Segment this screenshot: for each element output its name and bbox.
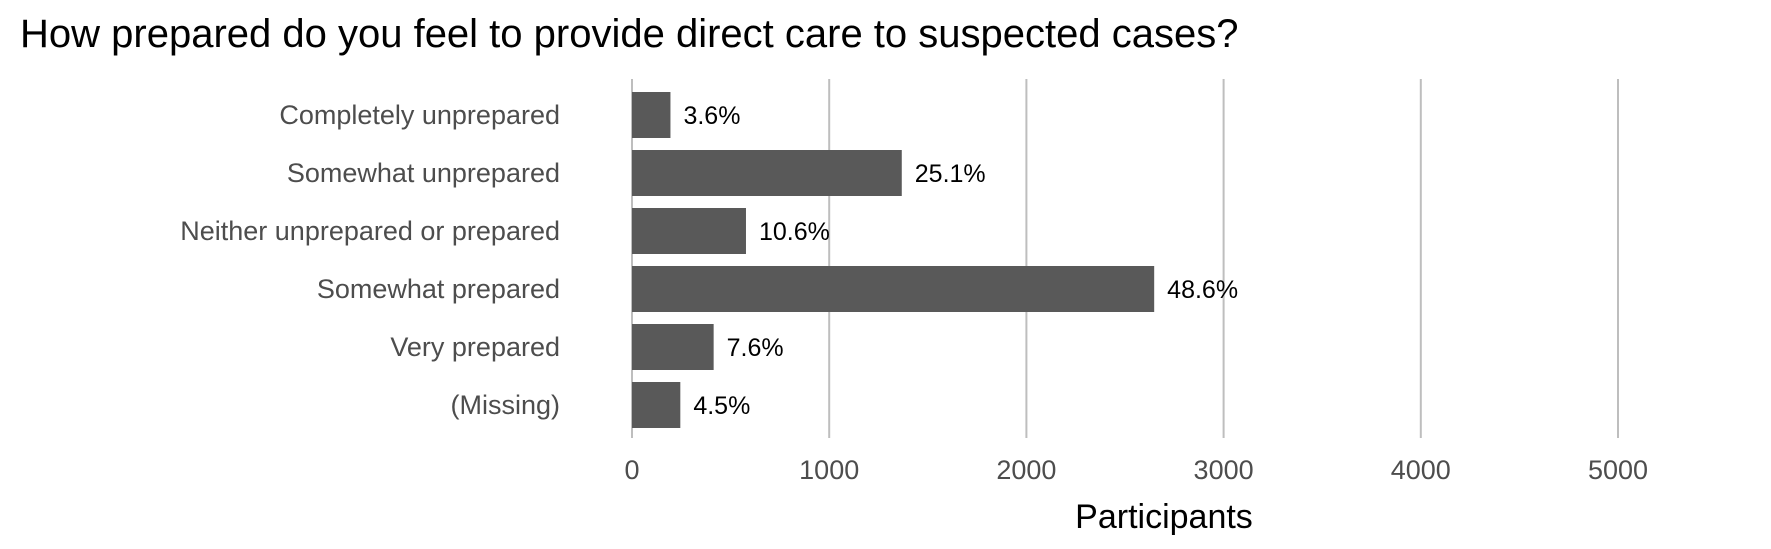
data-labels: 3.6% 25.1% 10.6% 48.6% 7.6% 4.5% <box>683 102 1238 420</box>
x-tick-label: 5000 <box>1588 455 1648 485</box>
chart-title: How prepared do you feel to provide dire… <box>20 12 1239 56</box>
x-tick-label: 1000 <box>799 455 859 485</box>
category-label: Somewhat prepared <box>317 274 560 304</box>
x-tick-labels: 0 1000 2000 3000 4000 5000 <box>624 455 1648 485</box>
data-label: 10.6% <box>759 218 830 246</box>
bars <box>632 92 1155 428</box>
data-label: 48.6% <box>1167 276 1238 304</box>
bar <box>632 382 681 428</box>
category-label: Completely unprepared <box>279 100 560 130</box>
bar <box>632 208 746 254</box>
x-tick-label: 4000 <box>1391 455 1451 485</box>
x-tick-label: 3000 <box>1194 455 1254 485</box>
data-label: 7.6% <box>727 334 784 362</box>
category-label: Somewhat unprepared <box>287 158 560 188</box>
x-axis-title: Participants <box>1075 498 1253 536</box>
category-label: Neither unprepared or prepared <box>180 216 560 246</box>
x-tick-label: 0 <box>624 455 639 485</box>
data-label: 25.1% <box>915 160 986 188</box>
gridlines <box>631 79 1619 438</box>
bar <box>632 92 671 138</box>
category-label: Very prepared <box>390 332 560 362</box>
category-labels: Completely unprepared Somewhat unprepared… <box>180 100 560 420</box>
x-tick-label: 2000 <box>996 455 1056 485</box>
category-label: (Missing) <box>450 390 560 420</box>
data-label: 4.5% <box>693 392 750 420</box>
bar <box>632 266 1155 312</box>
bar <box>632 150 902 196</box>
bar <box>632 324 714 370</box>
data-label: 3.6% <box>683 102 740 130</box>
